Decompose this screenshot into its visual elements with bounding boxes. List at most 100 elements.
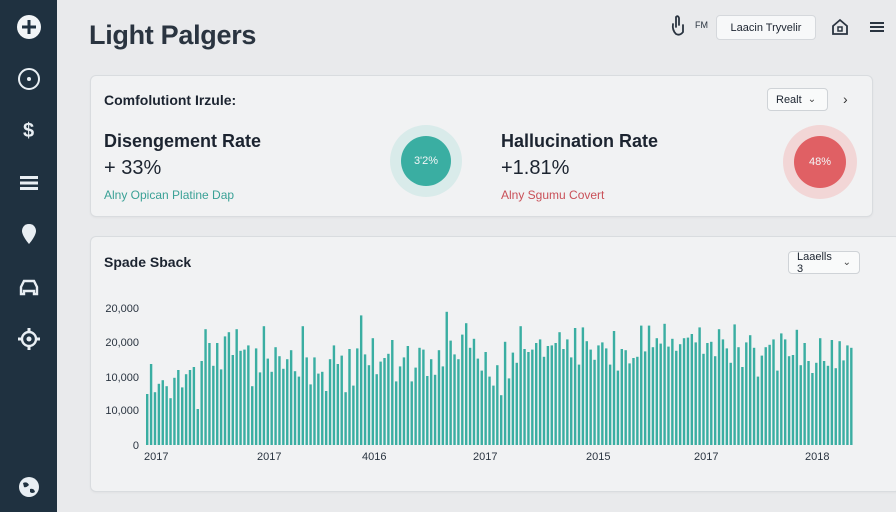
- travel-button[interactable]: Laacin Tryvelir: [716, 15, 816, 40]
- chart-bar: [188, 370, 192, 445]
- pin-icon[interactable]: [0, 222, 57, 246]
- chart-bar: [278, 356, 281, 445]
- chart-bar: [192, 367, 196, 445]
- chart-bar: [752, 347, 756, 445]
- chart-bar: [274, 347, 277, 445]
- metric-subtitle: Alny Opican Platine Dap: [104, 188, 235, 202]
- metric-ring-label: 3'2%: [401, 136, 451, 186]
- chart-bar: [846, 345, 849, 445]
- chart-bar: [208, 343, 211, 445]
- chart-bar: [527, 352, 530, 445]
- chart-bar: [414, 367, 417, 445]
- chart-bar: [445, 311, 448, 445]
- chart-bar: [570, 357, 573, 445]
- x-tick-label: 2015: [586, 451, 611, 463]
- chart-bar: [542, 356, 546, 445]
- chart-bar: [667, 346, 670, 445]
- chart-bar: [737, 347, 740, 445]
- chart-bar: [655, 338, 659, 445]
- chart-bar: [748, 335, 752, 445]
- chart-bar: [394, 381, 398, 445]
- chart-bar: [605, 348, 608, 445]
- chart-bar: [157, 383, 161, 445]
- page-title: Light Palgers: [89, 20, 257, 50]
- chart-bar: [636, 356, 639, 445]
- clock-icon[interactable]: [0, 66, 57, 92]
- chart-bar: [597, 345, 600, 445]
- chart-bar: [219, 369, 223, 445]
- chart-bar: [538, 339, 542, 445]
- x-tick-label: 2017: [473, 451, 498, 463]
- chart-bar: [760, 355, 764, 445]
- chart-bar: [838, 341, 841, 445]
- hand-icon[interactable]: [668, 14, 688, 38]
- chevron-down-icon: ⌄: [842, 257, 851, 268]
- chart-bar: [297, 376, 301, 445]
- chart-bar: [262, 326, 266, 445]
- chart-bar: [663, 323, 666, 445]
- chart-bar: [146, 394, 149, 445]
- chart-bar: [153, 392, 157, 445]
- chart-bar: [519, 326, 522, 445]
- chart-bar: [305, 357, 308, 445]
- chart-bar: [795, 329, 799, 445]
- metric-ring: 3'2%: [390, 125, 462, 197]
- chart-bar: [258, 372, 262, 445]
- menu-icon[interactable]: [869, 19, 885, 35]
- chart-bar: [468, 347, 472, 445]
- chart-bar: [422, 349, 425, 445]
- metric-value: +1.81%: [501, 157, 570, 179]
- chart-bar: [212, 365, 215, 445]
- chevron-right-icon[interactable]: ›: [843, 91, 848, 107]
- chart-bar: [476, 358, 480, 445]
- chart-bar: [620, 349, 623, 445]
- chart-bar: [593, 359, 596, 445]
- chart-bar: [554, 343, 557, 445]
- globe-icon[interactable]: [0, 474, 57, 500]
- chart-bar: [161, 380, 164, 445]
- chart-bar: [815, 362, 818, 445]
- chart-bar: [682, 338, 686, 445]
- chart-bar: [729, 362, 732, 445]
- chart-bar: [678, 344, 682, 445]
- chart-bar: [402, 357, 406, 445]
- summary-select-label: Realt: [776, 93, 802, 106]
- chart-bar: [826, 365, 830, 445]
- chart-select[interactable]: Laaells 3 ⌄: [788, 251, 860, 275]
- list-icon[interactable]: [0, 172, 57, 194]
- metric-value: + 33%: [104, 157, 162, 179]
- chart-bar: [787, 356, 791, 445]
- chart-bar: [573, 328, 577, 445]
- chart-bar: [340, 355, 343, 445]
- summary-select[interactable]: Realt ⌄: [767, 88, 828, 111]
- chart-bar: [406, 346, 410, 445]
- car-icon[interactable]: [0, 276, 57, 300]
- chart-bar: [173, 377, 176, 445]
- chart-bar: [515, 362, 518, 445]
- home-icon[interactable]: [830, 17, 850, 37]
- chart-bar: [410, 381, 413, 445]
- chart-bar: [379, 361, 382, 445]
- chart-bar: [799, 365, 802, 445]
- chart-bar: [694, 342, 697, 445]
- chart-bar: [216, 343, 219, 445]
- chart-bar: [165, 386, 168, 445]
- chart-bar: [309, 384, 312, 445]
- chart-bar: [628, 363, 631, 445]
- dollar-icon[interactable]: $: [22, 119, 35, 142]
- chart-bar: [511, 352, 515, 445]
- chart-bar: [745, 342, 748, 445]
- gear-icon[interactable]: [0, 326, 57, 352]
- chart-bar: [348, 349, 351, 445]
- chart-bar: [671, 338, 674, 445]
- summary-card: Comfolutiont Irzule: Realt ⌄ › Disengeme…: [90, 75, 873, 217]
- chart-bar: [184, 374, 188, 445]
- plus-circle-icon[interactable]: [0, 12, 57, 42]
- chart-bar: [289, 350, 293, 445]
- chart-bar: [503, 341, 507, 445]
- chart-bar: [433, 374, 437, 445]
- chart-bar: [177, 370, 180, 445]
- chart-bar: [461, 334, 464, 445]
- chart-bar: [181, 387, 184, 445]
- chart-bar: [352, 385, 355, 445]
